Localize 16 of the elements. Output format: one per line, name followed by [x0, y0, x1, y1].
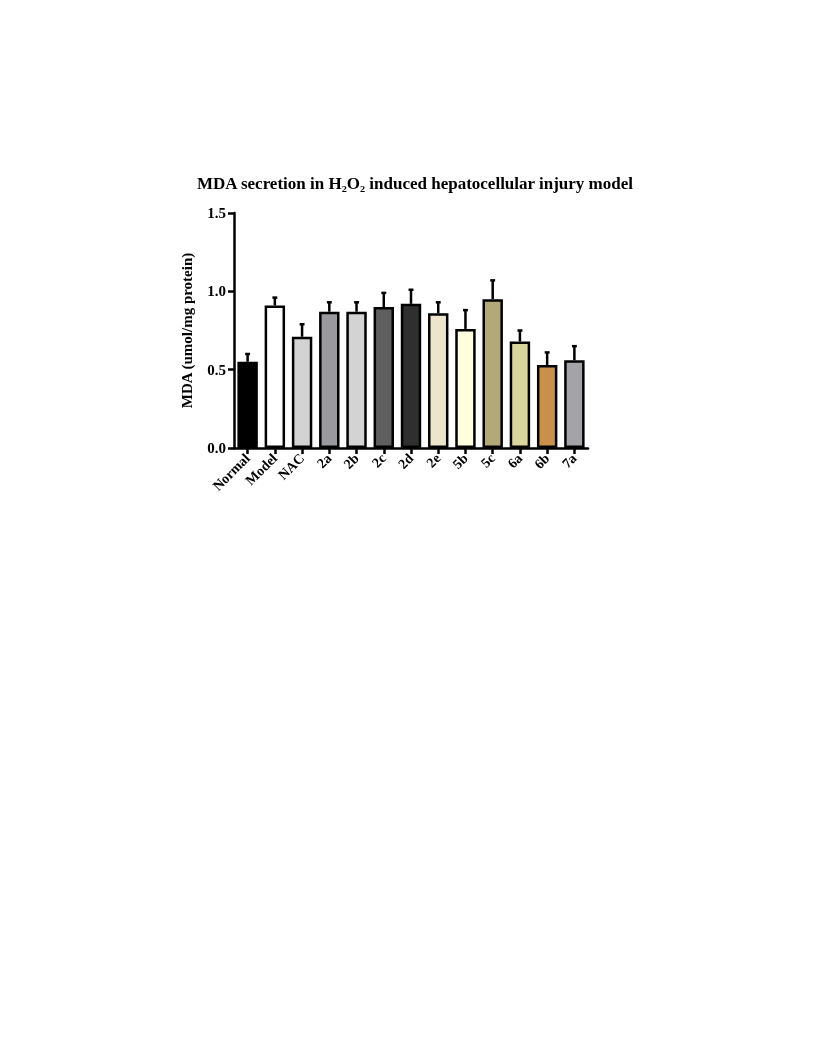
x-tick-label: 5b: [449, 450, 471, 472]
y-tick-label: 0.0: [207, 440, 226, 456]
x-tick-label: 5c: [478, 450, 498, 471]
y-tick-label: 1.5: [207, 205, 226, 221]
x-tick-label: 6a: [504, 450, 526, 472]
x-tick-label: 2c: [369, 450, 390, 471]
x-tick-label: 2d: [395, 450, 417, 472]
x-tick-label: 2b: [340, 450, 362, 472]
x-tick-label: 6b: [531, 450, 553, 472]
y-tick-label: 0.5: [207, 361, 226, 378]
y-axis-title: MDA (umol/mg protein): [178, 252, 196, 409]
x-tick-label: 2a: [314, 450, 335, 472]
x-tick-label: 2e: [423, 450, 444, 471]
x-tick-label: 7a: [559, 450, 580, 472]
chart-title: MDA secretion in H₂O₂ induced hepatocellular injury model: [197, 174, 634, 193]
y-tick-label: 1.0: [207, 283, 226, 300]
